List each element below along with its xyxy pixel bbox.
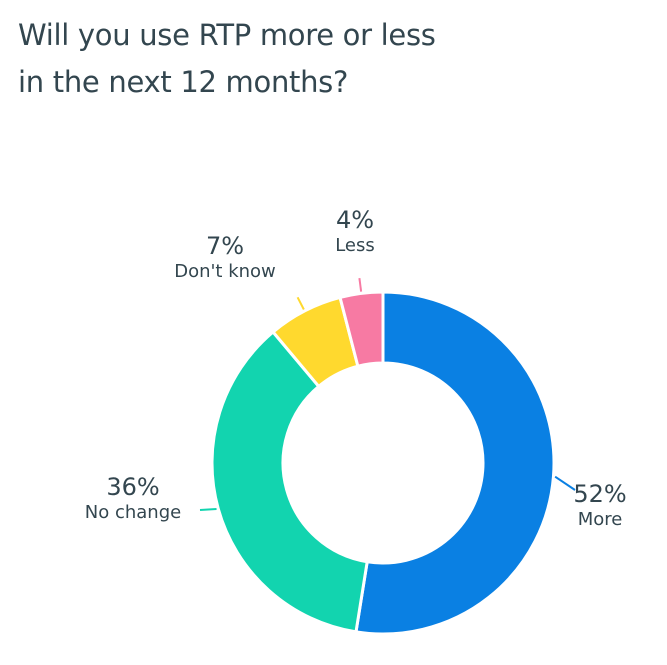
chart-title: Will you use RTP more or less in the nex… bbox=[18, 12, 436, 106]
slice-more bbox=[354, 290, 556, 636]
label-no-change: 36% No change bbox=[68, 473, 198, 525]
label-less: 4% Less bbox=[315, 206, 395, 258]
value-label-less: 4% bbox=[335, 206, 375, 234]
value-label-no-change: 36% bbox=[106, 473, 160, 501]
category-label-more: More bbox=[577, 509, 623, 530]
leader-line-less bbox=[358, 277, 363, 292]
category-label-dont-know: Don't know bbox=[174, 261, 276, 282]
category-label-no-change: No change bbox=[84, 502, 182, 523]
value-label-dont-know: 7% bbox=[205, 232, 245, 260]
title-line-1: Will you use RTP more or less bbox=[18, 18, 436, 52]
slice-less bbox=[338, 290, 385, 369]
leader-line-don-t-know bbox=[296, 296, 305, 310]
label-dont-know: 7% Don't know bbox=[160, 232, 290, 284]
leader-line-no-change bbox=[199, 508, 217, 511]
slice-no-change bbox=[210, 329, 369, 634]
title-line-2: in the next 12 months? bbox=[18, 65, 349, 99]
category-label-less: Less bbox=[335, 235, 375, 256]
value-label-more: 52% bbox=[573, 480, 627, 508]
label-more: 52% More bbox=[560, 480, 640, 532]
leader-line-more bbox=[554, 475, 576, 491]
